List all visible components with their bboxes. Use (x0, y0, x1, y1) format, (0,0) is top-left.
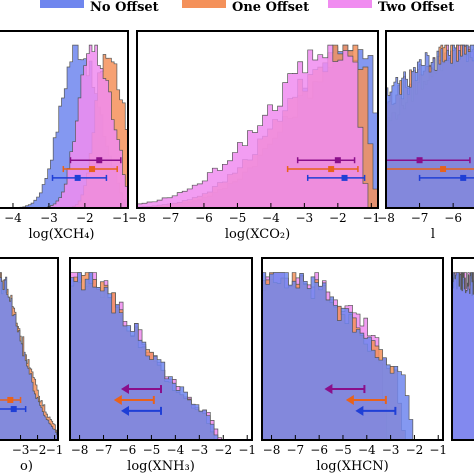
x-tick-label: −8 (71, 443, 89, 457)
x-tick-label: −6 (310, 443, 328, 457)
upper-limit-arrowhead (121, 405, 129, 416)
x-tick-label: −3 (296, 211, 314, 225)
panel-co2: −8 −7 −6 −5 −4 −3 −2 −1 log(XCO₂) (128, 30, 380, 242)
median-marker (416, 157, 423, 164)
panel-frame (136, 30, 379, 209)
x-tick-label: −6 (195, 211, 213, 225)
panel-co: −8 −7 −6 l (377, 30, 474, 242)
x-tick-label: −7 (95, 443, 113, 457)
plot-area-h2o (0, 272, 58, 440)
x-tick-label: −1 (112, 211, 130, 225)
x-tick-label: −1 (429, 443, 447, 457)
x-tick-label: −2 (29, 443, 47, 457)
median-marker (341, 174, 348, 181)
panel-nh3: −8 −7 −6 −5 −4 −3 −2 −1 log(XNH₃) (69, 257, 256, 474)
x-tick-label: −2 (214, 443, 232, 457)
upper-limit-arrowhead (324, 384, 333, 395)
x-axis-label: l (431, 227, 435, 242)
panel-frame (0, 30, 129, 209)
panel-ch4: −4 −3 −2 −1 log(XCH₄) (0, 30, 130, 242)
x-tick-label: −6 (444, 211, 462, 225)
legend-label-one-offset: One Offset (232, 0, 309, 15)
x-tick-label: −8 (377, 211, 395, 225)
x-axis-label: o) (20, 459, 33, 474)
median-marker (334, 157, 341, 164)
histogram-no-offset (70, 272, 252, 440)
x-axis-label: log(XCO₂) (225, 227, 290, 242)
legend-swatch-one-offset (182, 0, 226, 8)
x-tick-label: −2 (329, 211, 347, 225)
x-axis-label: log(XNH₃) (127, 459, 195, 474)
x-tick-label: −6 (119, 443, 137, 457)
panel-frame (69, 257, 253, 441)
histogram-two-offset (137, 44, 378, 208)
x-tick-label: −3 (40, 211, 58, 225)
x-tick-label: −4 (262, 211, 280, 225)
median-marker (96, 157, 103, 164)
median-marker (74, 174, 81, 181)
legend: No Offset One Offset Two Offset (40, 0, 454, 15)
panel-frame (451, 257, 474, 441)
x-axis-label: log(XCH₄) (29, 227, 95, 242)
legend-swatch-no-offset (40, 0, 84, 8)
panel-frame (261, 257, 444, 441)
panel-frame (0, 257, 59, 441)
upper-limit-arrowhead (121, 384, 129, 395)
x-tick-label: −7 (286, 443, 304, 457)
plot-area-ch4 (0, 44, 128, 208)
x-tick-label: −4 (358, 443, 376, 457)
panel-hcn: −8 −7 −6 −5 −4 −3 −2 −1 log(XHCN) (261, 257, 447, 474)
x-tick-label: −1 (362, 211, 380, 225)
x-tick-label: −4 (167, 443, 185, 457)
legend-label-no-offset: No Offset (90, 0, 159, 15)
x-tick-label: −1 (238, 443, 256, 457)
x-tick-label: −7 (162, 211, 180, 225)
x-tick-label: −2 (406, 443, 424, 457)
x-tick-label: −3 (382, 443, 400, 457)
x-axis-label: log(XHCN) (316, 459, 388, 474)
legend-swatch-two-offset (328, 0, 372, 8)
upper-limit-arrowhead (355, 405, 364, 416)
panel-edge (451, 257, 474, 441)
x-tick-label: −1 (46, 443, 64, 457)
x-tick-label: −5 (229, 211, 247, 225)
median-marker (89, 166, 96, 173)
panel-frame (385, 30, 474, 209)
x-tick-label: −4 (4, 211, 22, 225)
plot-area-nh3 (70, 272, 252, 440)
plot-area-co2 (137, 44, 378, 208)
plot-area-co (386, 44, 474, 208)
histogram-no-offset (262, 272, 443, 440)
legend-label-two-offset: Two Offset (378, 0, 454, 15)
x-tick-label: −2 (76, 211, 94, 225)
x-tick-label: −7 (411, 211, 429, 225)
x-tick-label: −5 (143, 443, 161, 457)
median-marker (440, 166, 447, 173)
x-tick-label: −3 (12, 443, 30, 457)
x-tick-label: −8 (128, 211, 146, 225)
upper-limit-arrowhead (345, 394, 354, 405)
plot-area-hcn (262, 272, 443, 440)
x-tick-label: −3 (190, 443, 208, 457)
histogram-no-offset (386, 44, 474, 208)
histogram-no-offset (0, 272, 58, 440)
plot-area-edge (452, 272, 474, 440)
x-tick-label: −5 (334, 443, 352, 457)
median-marker (460, 174, 467, 181)
x-tick-label: −8 (263, 443, 281, 457)
histogram-no-offset (452, 272, 474, 440)
median-marker (10, 406, 17, 413)
panel-h2o: −3 −2 −1 o) (0, 257, 64, 474)
median-marker (328, 166, 335, 173)
upper-limit-arrowhead (113, 394, 122, 405)
median-marker (7, 396, 14, 403)
